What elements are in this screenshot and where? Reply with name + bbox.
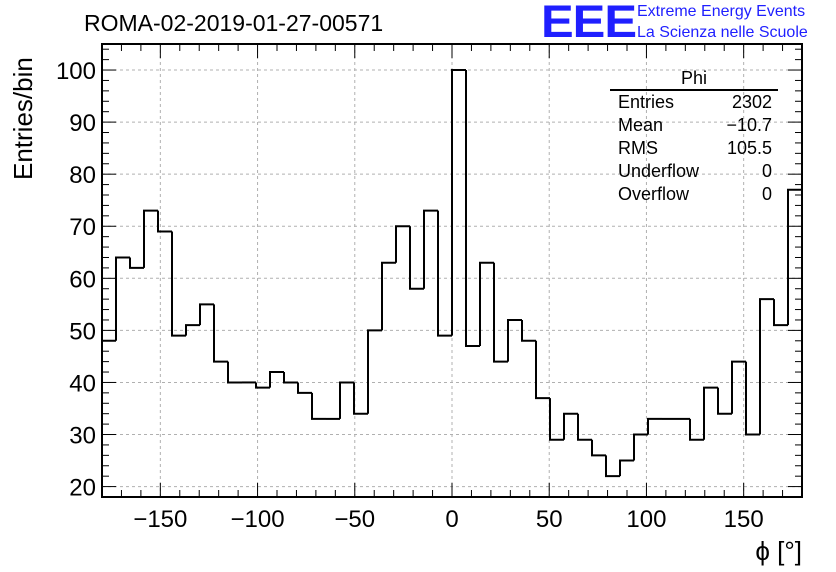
histogram-bin [297, 382, 312, 394]
stats-value: 0 [761, 161, 772, 181]
histogram-bin [465, 70, 480, 347]
histogram-bin [157, 210, 172, 233]
histogram-bin [577, 413, 592, 441]
histogram-bin [185, 324, 200, 336]
x-tick-label: −100 [231, 506, 285, 533]
histogram-bin [367, 329, 382, 414]
eee-logo: EEE [541, 0, 637, 47]
stats-title: Phi [610, 68, 778, 91]
histogram-bin [171, 231, 186, 337]
histogram-bin [283, 372, 298, 384]
histogram-bin [143, 209, 158, 268]
histogram-bin [521, 319, 536, 342]
histogram-bin [227, 361, 242, 384]
x-tick-label: 0 [445, 506, 458, 533]
histogram-bin [605, 455, 620, 478]
histogram-bin [395, 225, 410, 263]
brand-line-2: La Scienza nelle Scuole [637, 24, 808, 41]
stats-label: Mean [618, 115, 664, 135]
stats-value: 0 [761, 184, 772, 204]
histogram-bin [633, 433, 648, 461]
stats-box: Phi Entries 2302 Mean −10.7 RMS 105.5 Un… [610, 68, 778, 206]
histogram-bin [619, 459, 634, 477]
stats-row-mean: Mean −10.7 [610, 114, 778, 137]
histogram-bin [591, 439, 606, 457]
histogram-bin [759, 298, 774, 435]
x-tick-label: −50 [334, 506, 375, 533]
stats-label: Underflow [618, 161, 700, 181]
y-axis-label: Entries/bin [8, 57, 38, 180]
histogram-bin [423, 209, 438, 289]
histogram-bin [199, 303, 214, 326]
stats-label: RMS [618, 138, 658, 158]
histogram-bin [717, 387, 732, 415]
histogram-bin [563, 412, 578, 440]
plot-frame [101, 43, 803, 498]
y-tick-label: 40 [69, 370, 96, 397]
y-tick-label: 90 [69, 110, 96, 137]
y-tick-label: 80 [69, 162, 96, 189]
histogram-bin [381, 261, 396, 331]
stats-row-underflow: Underflow 0 [610, 160, 778, 183]
histogram-bin [409, 226, 424, 290]
y-tick-label: 70 [69, 214, 96, 241]
histogram-bin [269, 371, 284, 388]
x-axis-label: ϕ [°] [755, 536, 802, 566]
histogram-bin [745, 361, 760, 436]
stats-row-rms: RMS 105.5 [610, 137, 778, 160]
histogram-bin [535, 340, 550, 400]
histogram-bin [731, 360, 746, 414]
histogram-bin [507, 318, 522, 362]
histogram-bin [773, 299, 788, 327]
histogram-bin [479, 261, 494, 346]
stats-row-overflow: Overflow 0 [610, 183, 778, 206]
x-tick-label: 50 [536, 506, 563, 533]
histogram-bin [311, 392, 326, 420]
histogram-bin [689, 418, 704, 441]
stats-label: Entries [618, 92, 675, 112]
stats-value: −10.7 [726, 115, 772, 135]
y-tick-label: 100 [56, 58, 96, 85]
x-tick-label: −150 [133, 506, 187, 533]
histogram-bin [101, 339, 116, 497]
y-tick-label: 60 [69, 266, 96, 293]
histogram-bin [451, 69, 466, 336]
histogram-bin [115, 256, 130, 341]
histogram-bin [353, 382, 368, 415]
histogram-bin [787, 188, 803, 497]
histogram-bin [339, 381, 354, 419]
x-tick-label: 100 [626, 506, 666, 533]
stats-value: 105.5 [726, 138, 772, 158]
histogram-bin [549, 398, 564, 441]
plot-title: ROMA-02-2019-01-27-00571 [84, 10, 384, 36]
brand-line-1: Extreme Energy Events [637, 3, 806, 20]
stats-value: 2302 [731, 92, 772, 112]
stats-row-entries: Entries 2302 [610, 91, 778, 114]
histogram-bin [647, 417, 662, 435]
stats-label: Overflow [618, 184, 690, 204]
histogram-bin [493, 262, 508, 363]
histogram-bin [129, 257, 144, 269]
y-tick-label: 30 [69, 423, 96, 450]
x-tick-label: 150 [724, 506, 764, 533]
y-tick-label: 50 [69, 318, 96, 345]
histogram-bin [703, 386, 718, 440]
histogram-bin [255, 382, 270, 389]
histogram-bin [437, 210, 452, 337]
y-tick-label: 20 [69, 475, 96, 502]
histogram-bin [213, 304, 228, 363]
